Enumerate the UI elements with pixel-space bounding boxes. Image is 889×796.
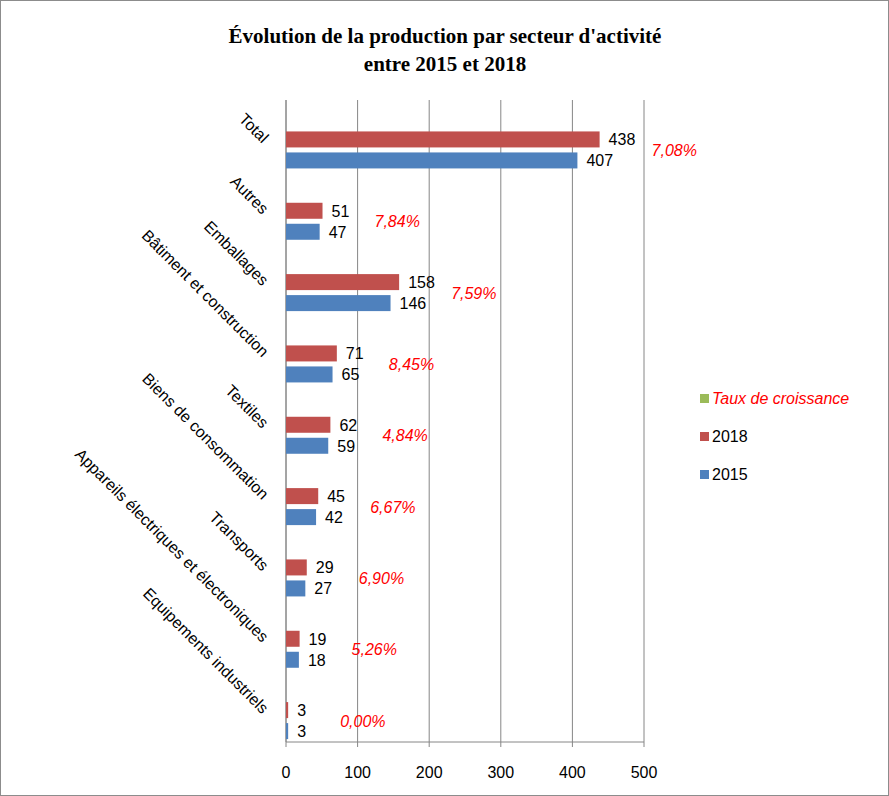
data-label: 27 xyxy=(314,580,332,597)
category-label: Biens de consommation xyxy=(139,370,272,503)
bar xyxy=(286,580,305,596)
growth-label: 6,67% xyxy=(370,499,415,516)
data-label: 51 xyxy=(332,203,350,220)
growth-label: 6,90% xyxy=(359,570,404,587)
legend: Taux de croissance 2018 2015 xyxy=(700,390,849,483)
grid-line xyxy=(644,100,645,742)
bar xyxy=(286,152,577,168)
tick-label: 200 xyxy=(416,764,443,781)
data-label: 18 xyxy=(308,652,326,669)
tick-mark xyxy=(644,742,645,747)
data-label: 3 xyxy=(297,723,306,740)
category-label: Bâtiment et construction xyxy=(139,227,272,360)
x-axis-line xyxy=(286,742,644,743)
tick-mark xyxy=(572,742,573,747)
data-label: 65 xyxy=(342,366,360,383)
category-label: Autres xyxy=(227,173,272,218)
tick-label: 100 xyxy=(344,764,371,781)
legend-label: 2018 xyxy=(712,428,748,445)
bar xyxy=(286,131,600,147)
chart-frame xyxy=(1,1,889,796)
bar xyxy=(286,203,323,219)
bar xyxy=(286,631,300,647)
data-label: 71 xyxy=(346,345,364,362)
data-label: 407 xyxy=(586,152,613,169)
bar xyxy=(286,438,328,454)
growth-label: 4,84% xyxy=(382,427,427,444)
bar xyxy=(286,224,320,240)
grid-line xyxy=(500,100,501,742)
bar xyxy=(286,723,288,739)
bar xyxy=(286,652,299,668)
category-label: Emballages xyxy=(201,218,272,289)
bars xyxy=(286,131,600,739)
category-label: Textiles xyxy=(222,382,272,432)
grid-line xyxy=(429,100,430,742)
data-label: 29 xyxy=(316,559,334,576)
tick-mark xyxy=(500,742,501,747)
growth-label: 0,00% xyxy=(340,713,385,730)
tick-mark xyxy=(429,742,430,747)
data-label: 59 xyxy=(337,438,355,455)
chart: Évolution de la production par secteur d… xyxy=(0,0,889,796)
data-label: 146 xyxy=(400,295,427,312)
labels: 407 47 146 65 59 42 27 18 3 438 51 158 71 62 45 29 19 3 7,… xyxy=(297,131,697,740)
legend-label: 2015 xyxy=(712,466,748,483)
growth-label: 7,08% xyxy=(652,142,697,159)
tick-label: 500 xyxy=(631,764,658,781)
data-label: 42 xyxy=(325,509,343,526)
category-label: Total xyxy=(236,110,272,146)
growth-label: 5,26% xyxy=(352,641,397,658)
bar xyxy=(286,559,307,575)
grid-line xyxy=(572,100,573,742)
legend-label: Taux de croissance xyxy=(712,390,849,407)
bar xyxy=(286,702,288,718)
bar xyxy=(286,295,391,311)
tick-mark xyxy=(357,742,358,747)
bar xyxy=(286,417,330,433)
category-label: Equipements industriels xyxy=(140,585,272,717)
data-label: 45 xyxy=(327,488,345,505)
data-label: 3 xyxy=(297,702,306,719)
title: Évolution de la production par secteur d… xyxy=(229,24,662,48)
data-label: 438 xyxy=(609,131,636,148)
bar xyxy=(286,345,337,361)
data-label: 47 xyxy=(329,224,347,241)
legend-swatch xyxy=(700,432,709,441)
legend-swatch xyxy=(700,470,709,479)
tick-label: 300 xyxy=(487,764,514,781)
growth-label: 7,59% xyxy=(451,285,496,302)
bar xyxy=(286,366,333,382)
category-label: Transports xyxy=(206,508,272,574)
subtitle: entre 2015 et 2018 xyxy=(364,52,526,76)
bar xyxy=(286,509,316,525)
legend-swatch xyxy=(700,394,709,403)
tick-mark xyxy=(286,742,287,747)
growth-label: 8,45% xyxy=(389,356,434,373)
data-label: 158 xyxy=(408,274,435,291)
data-label: 19 xyxy=(309,631,327,648)
bar xyxy=(286,274,399,290)
tick-label: 400 xyxy=(559,764,586,781)
tick-label: 0 xyxy=(282,764,291,781)
bar xyxy=(286,488,318,504)
growth-label: 7,84% xyxy=(375,213,420,230)
data-label: 62 xyxy=(339,417,357,434)
